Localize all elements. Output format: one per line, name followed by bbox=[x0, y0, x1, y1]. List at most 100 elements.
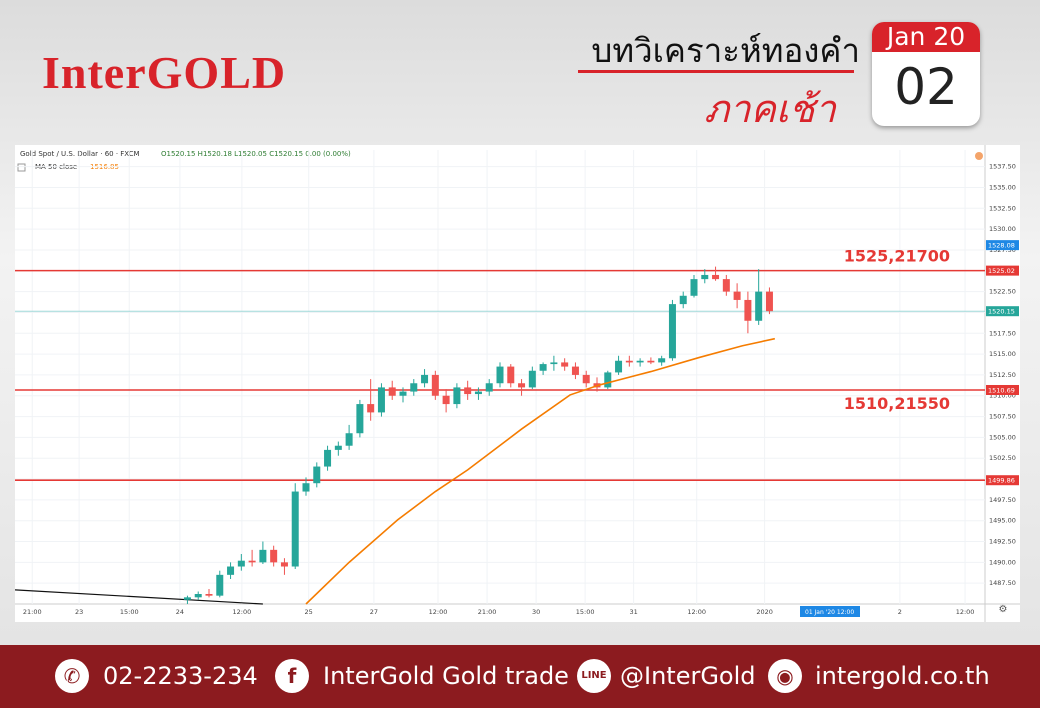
trend-line bbox=[15, 589, 263, 605]
x-tick-label: 21:00 bbox=[23, 608, 42, 616]
y-tick-label: 1495.00 bbox=[989, 517, 1016, 525]
x-tick-label: 12:00 bbox=[956, 608, 975, 616]
candle-body bbox=[410, 383, 418, 392]
chart: Gold Spot / U.S. Dollar · 60 · FXCM O152… bbox=[15, 145, 1020, 622]
candle-body bbox=[388, 387, 396, 396]
candle-body bbox=[453, 387, 461, 405]
x-tick-label: 27 bbox=[370, 608, 378, 616]
ma-line bbox=[305, 337, 776, 605]
y-tick-label: 1510.00 bbox=[989, 392, 1016, 400]
y-tick-label: 1505.00 bbox=[989, 433, 1016, 441]
calendar-day: 02 bbox=[894, 58, 958, 116]
facebook-icon: f bbox=[275, 659, 309, 693]
candle-body bbox=[356, 404, 364, 434]
y-tick-label: 1522.50 bbox=[989, 288, 1016, 296]
phone: 02-2233-234 bbox=[103, 662, 258, 690]
x-tick-label: 12:00 bbox=[687, 608, 706, 616]
candle-body bbox=[550, 362, 558, 365]
candle-body bbox=[237, 560, 245, 567]
candle-body bbox=[302, 483, 310, 492]
candle-body bbox=[679, 295, 687, 305]
candle-body bbox=[334, 445, 342, 450]
candle-body bbox=[291, 491, 299, 567]
web-icon: ◉ bbox=[768, 659, 802, 693]
candle-body bbox=[701, 274, 709, 280]
candle-body bbox=[615, 360, 623, 373]
line-id: @InterGold bbox=[620, 662, 756, 690]
y-tick-label: 1490.00 bbox=[989, 558, 1016, 566]
footer: ✆ 02-2233-234 f InterGold Gold trade LIN… bbox=[0, 645, 1040, 708]
candle-body bbox=[345, 433, 353, 446]
candle-body bbox=[324, 449, 332, 467]
x-tick-label: 23 bbox=[75, 608, 83, 616]
ohlc-info: O1520.15 H1520.18 L1520.05 C1520.15 0.00… bbox=[161, 150, 351, 158]
candle-body bbox=[205, 594, 213, 596]
subtitle: ภาคเช้า bbox=[704, 87, 836, 131]
ma-toggle[interactable] bbox=[17, 163, 26, 172]
title: บทวิเคราะห์ทองคำ bbox=[591, 31, 860, 70]
candle-body bbox=[313, 466, 321, 484]
candle-body bbox=[399, 391, 407, 396]
x-tick-label: 2020 bbox=[756, 608, 773, 616]
candle-body bbox=[270, 549, 278, 563]
y-tick-label: 1535.00 bbox=[989, 183, 1016, 191]
facebook: InterGold Gold trade bbox=[323, 662, 569, 690]
level-tag-label: 1525.02 bbox=[988, 267, 1015, 275]
candle-body bbox=[561, 362, 569, 367]
x-tick-label: 12:00 bbox=[429, 608, 448, 616]
y-tick-label: 1515.00 bbox=[989, 350, 1016, 358]
candle-body bbox=[625, 360, 633, 363]
candle-body bbox=[183, 597, 191, 600]
y-tick-label: 1502.50 bbox=[989, 454, 1016, 462]
candle-body bbox=[690, 279, 698, 296]
candle-body bbox=[755, 291, 763, 321]
candle-body bbox=[431, 374, 439, 396]
candle-body bbox=[496, 366, 504, 384]
settings-icon[interactable]: ⚙ bbox=[999, 604, 1008, 615]
blue-tag bbox=[986, 240, 1019, 251]
candle-body bbox=[733, 291, 741, 300]
candle-body bbox=[474, 391, 482, 395]
candle-body bbox=[485, 383, 493, 392]
candle-body bbox=[744, 299, 752, 321]
x-tick-label: 2 bbox=[898, 608, 902, 616]
x-tick-label: 25 bbox=[305, 608, 313, 616]
candle-body bbox=[464, 387, 472, 395]
y-tick-label: 1487.50 bbox=[989, 579, 1016, 587]
candle-body bbox=[227, 566, 235, 575]
y-tick-label: 1517.50 bbox=[989, 329, 1016, 337]
candle-body bbox=[636, 360, 644, 363]
chart-title: Gold Spot / U.S. Dollar · 60 · FXCM bbox=[20, 150, 140, 158]
chart-bg bbox=[15, 145, 1020, 622]
cursor-box bbox=[800, 606, 860, 617]
x-tick-label: 31 bbox=[630, 608, 638, 616]
website: intergold.co.th bbox=[815, 662, 990, 690]
y-tick-label: 1512.50 bbox=[989, 371, 1016, 379]
candle-body bbox=[421, 374, 429, 384]
candle-body bbox=[518, 383, 526, 388]
candle-body bbox=[377, 387, 385, 413]
candle-body bbox=[712, 274, 720, 280]
candle-body bbox=[248, 560, 256, 563]
level-annotation: 1525,21700 bbox=[844, 247, 950, 266]
y-tick-label: 1537.50 bbox=[989, 163, 1016, 171]
y-tick-label: 1492.50 bbox=[989, 538, 1016, 546]
candle-body bbox=[194, 594, 202, 598]
divider bbox=[578, 70, 854, 73]
x-tick-label: 21:00 bbox=[478, 608, 497, 616]
x-tick-label: 30 bbox=[532, 608, 540, 616]
brand: InterGOLD bbox=[42, 47, 287, 98]
price-tag-label: 1520.15 bbox=[988, 308, 1015, 316]
candle-body bbox=[259, 549, 267, 563]
x-tick-label: 12:00 bbox=[233, 608, 252, 616]
candle-body bbox=[280, 562, 288, 567]
candle-body bbox=[367, 404, 375, 413]
y-tick-label: 1530.00 bbox=[989, 225, 1016, 233]
calendar-month: Jan 20 bbox=[872, 22, 980, 52]
level-tag bbox=[986, 265, 1019, 276]
candle-body bbox=[528, 370, 536, 388]
x-tick-label: 24 bbox=[176, 608, 184, 616]
candle-body bbox=[507, 366, 515, 384]
line-icon: LINE bbox=[577, 659, 611, 693]
candle-body bbox=[216, 574, 224, 596]
